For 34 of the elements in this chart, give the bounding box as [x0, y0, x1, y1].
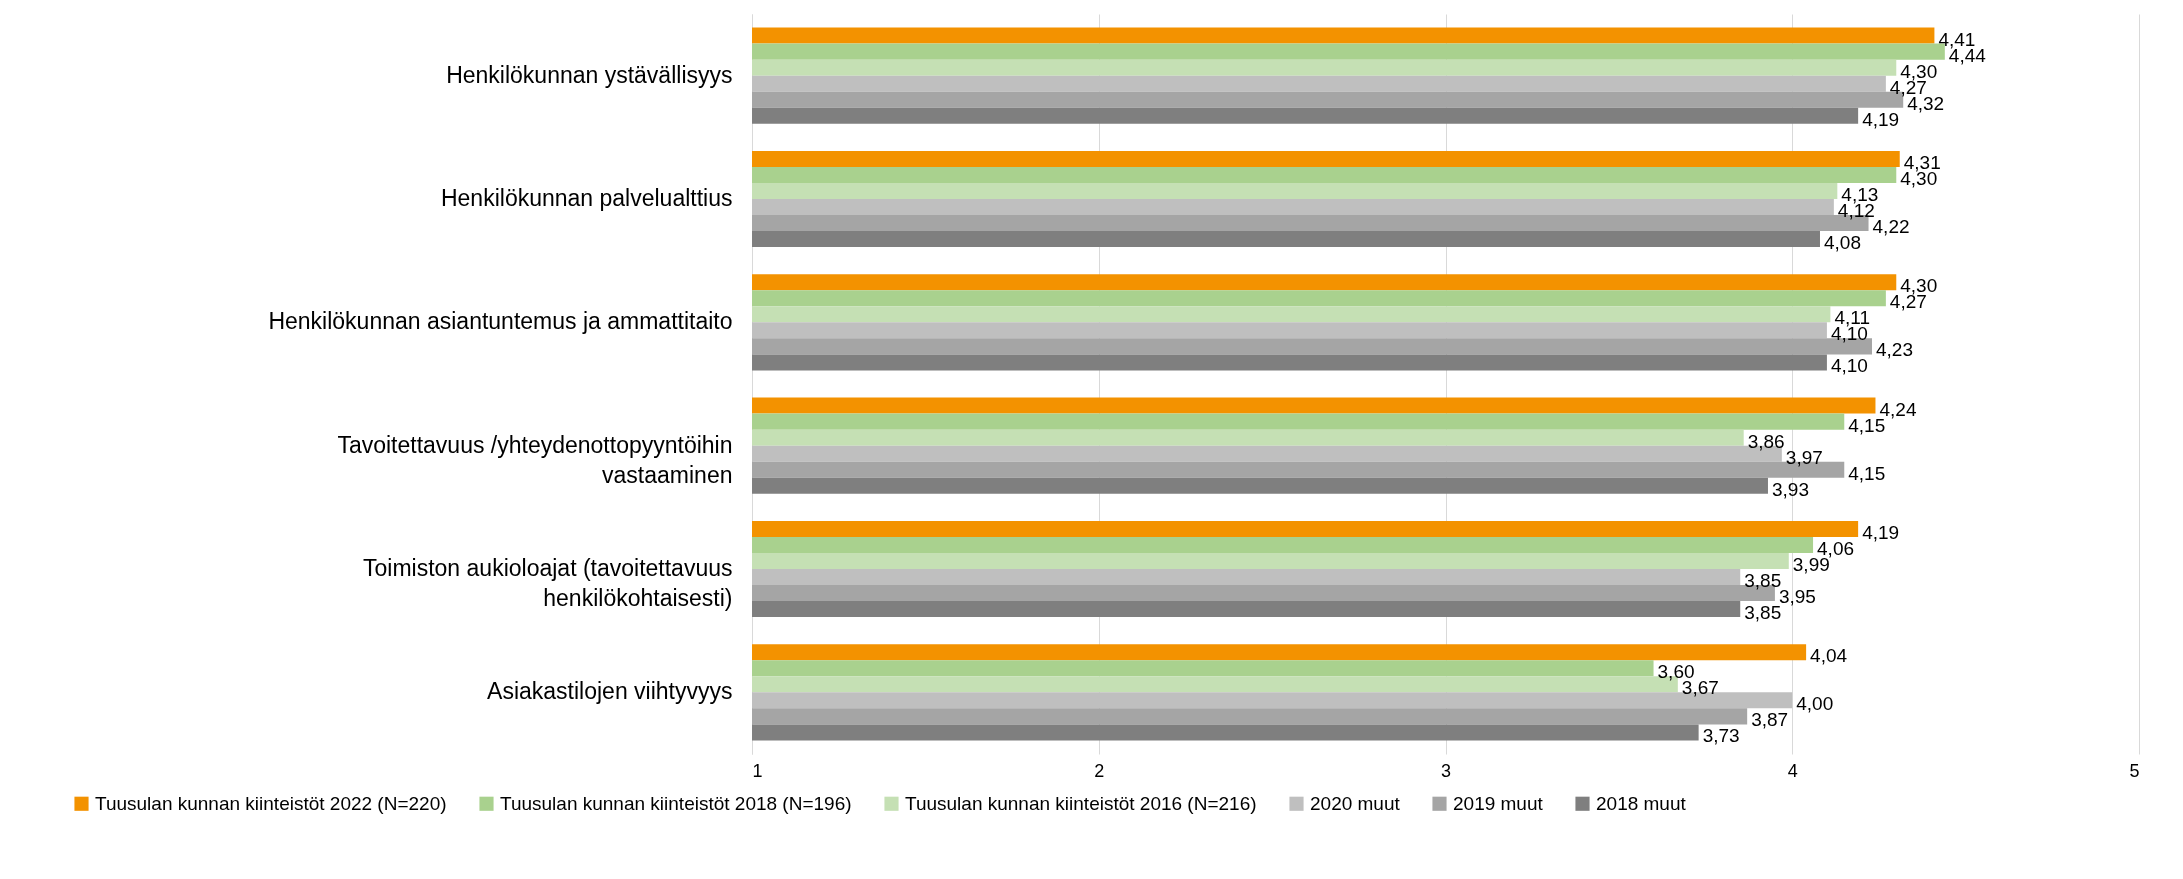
- y-tick-label: Henkilökunnan palvelualttius: [440, 185, 733, 211]
- x-tick-label: 3: [1440, 760, 1452, 781]
- data-label: 3,85: [1744, 570, 1782, 592]
- legend-label: Tuusulan kunnan kiinteistöt 2016 (N=216): [905, 792, 1257, 814]
- data-label: 4,10: [1830, 355, 1868, 377]
- data-label: 3,87: [1751, 709, 1789, 731]
- data-label: 4,08: [1823, 232, 1861, 254]
- y-tick-label: Toimiston aukioloajat (tavoitettavuus henkilökohtaisesti): [363, 555, 733, 611]
- x-tick-label: 2: [1094, 760, 1105, 781]
- data-label: 3,73: [1702, 725, 1740, 747]
- data-label: 3,67: [1681, 677, 1719, 699]
- data-label: 4,04: [1810, 645, 1848, 667]
- legend-label: Tuusulan kunnan kiinteistöt 2018 (N=196): [500, 792, 852, 814]
- y-tick-label: Henkilökunnan ystävällisyys: [446, 61, 733, 88]
- data-label: 3,93: [1771, 478, 1809, 500]
- legend-label: 2019 muut: [1453, 792, 1544, 814]
- x-tick-label: 4: [1787, 760, 1798, 781]
- y-tick-label: Asiakastilojen viihtyvyys: [487, 678, 733, 705]
- legend-label: Tuusulan kunnan kiinteistöt 2022 (N=220): [95, 792, 447, 814]
- data-label: 4,15: [1848, 462, 1886, 484]
- x-tick-label: 5: [2129, 760, 2140, 781]
- x-tick-label: 1: [752, 760, 763, 781]
- data-label: 3,85: [1744, 602, 1782, 624]
- data-label: 4,19: [1862, 108, 1900, 130]
- data-label: 3,97: [1785, 446, 1823, 468]
- data-label: 4,00: [1796, 693, 1834, 715]
- y-tick-label: Henkilökunnan asiantuntemus ja ammattitaito: [268, 308, 733, 335]
- data-label: 4,23: [1876, 339, 1913, 361]
- data-label: 4,22: [1872, 216, 1910, 238]
- data-label: 3,86: [1747, 430, 1785, 452]
- legend-label: 2018 muut: [1596, 792, 1687, 814]
- data-label: 4,19: [1862, 521, 1900, 543]
- legend-label: 2020 muut: [1310, 792, 1401, 814]
- y-tick-label: Tavoitettavuus /yhteydenottopyyntöihin vastaaminen: [337, 431, 733, 488]
